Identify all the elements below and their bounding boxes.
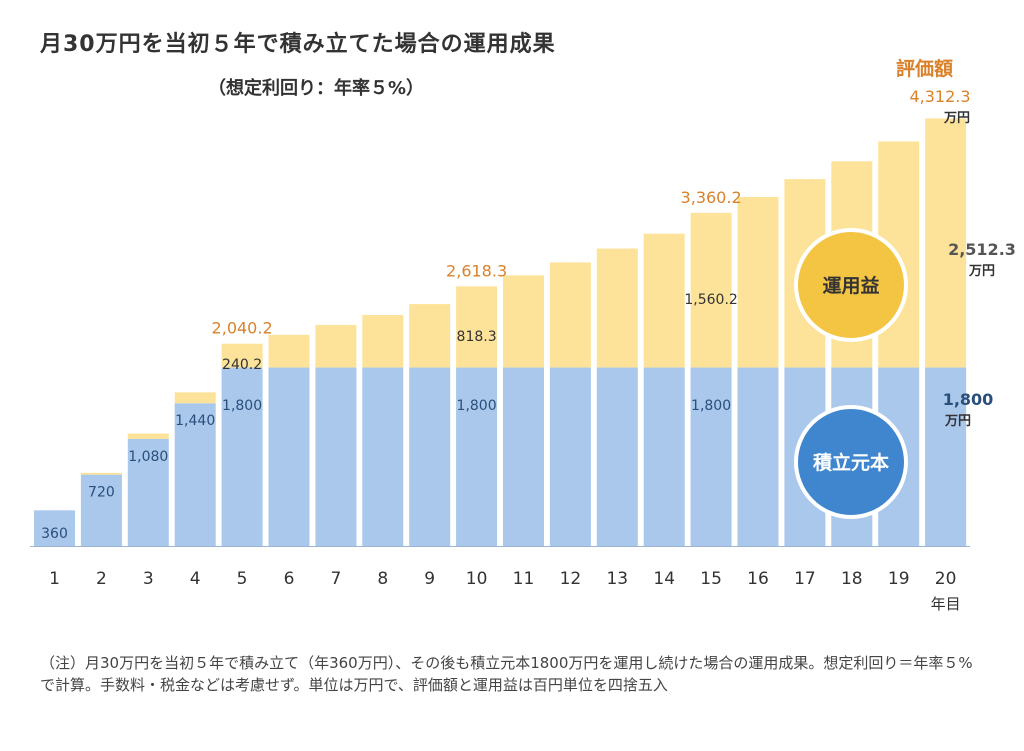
gain-bar: [503, 275, 544, 368]
principal-bar: [549, 367, 591, 546]
principal-bar: [596, 367, 638, 546]
total-value-label: 2,040.2: [212, 319, 273, 338]
x-tick-label: 5: [237, 569, 248, 589]
gain-bar: [737, 196, 779, 368]
x-tick-label: 12: [560, 569, 582, 589]
gain-legend-label: 運用益: [822, 274, 879, 297]
x-tick-label: 10: [466, 569, 488, 589]
total-value-label: 2,618.3: [446, 261, 507, 280]
principal-bar: [925, 367, 967, 546]
x-tick-label: 4: [190, 569, 201, 589]
principal-bar: [737, 367, 779, 546]
principal-bar: [503, 367, 544, 546]
x-tick-label: 7: [330, 569, 341, 589]
x-tick-label: 17: [794, 569, 816, 589]
x-tick-label: 3: [143, 569, 154, 589]
footnote: （注）月30万円を当初５年で積み立て（年360万円）、その後も積立元本1800万…: [40, 654, 973, 694]
gain-bar: [315, 324, 357, 368]
principal-value-label: 720: [88, 485, 115, 501]
chart-title: 月30万円を当初５年で積み立てた場合の運用成果: [40, 32, 556, 57]
gain-bar: [456, 286, 498, 368]
x-tick-label: 11: [513, 569, 535, 589]
final-gain-unit: 万円: [968, 264, 995, 279]
principal-value-label: 1,800: [222, 398, 262, 414]
gain-value-label: 240.2: [222, 357, 262, 373]
gain-bar: [409, 304, 451, 368]
x-tick-label: 13: [606, 569, 628, 589]
principal-value-label: 1,800: [457, 398, 497, 414]
principal-bar: [315, 367, 357, 546]
gain-bar: [80, 472, 122, 475]
x-tick-label: 6: [284, 569, 295, 589]
x-tick-label: 2: [96, 569, 107, 589]
principal-bar: [174, 403, 216, 546]
principal-value-label: 360: [41, 526, 68, 542]
final-total-unit: 万円: [943, 111, 970, 126]
principal-bar: [34, 510, 75, 546]
stacked-bar-chart: 1 2 3 4 5 6 7 8 9 10 11 12 13 14 15 16 17 18 19 20年目3607201…: [30, 87, 1016, 613]
final-principal-unit: 万円: [944, 414, 971, 429]
principal-legend-circle: [794, 405, 908, 519]
gain-bar: [549, 262, 591, 368]
gain-bar: [925, 118, 967, 368]
eval-label: 評価額: [896, 58, 954, 80]
principal-value-label: 1,080: [128, 449, 168, 465]
gain-bar: [127, 433, 169, 439]
x-tick-label: 16: [747, 569, 769, 589]
principal-bar: [80, 474, 122, 546]
final-gain-value: 2,512.3: [948, 240, 1016, 259]
principal-bar: [221, 367, 263, 546]
gain-bar: [221, 343, 263, 368]
x-tick-label: 19: [888, 569, 910, 589]
gain-bar: [268, 334, 310, 368]
principal-bar: [690, 367, 732, 546]
gain-value-label: 1,560.2: [684, 292, 737, 308]
principal-bar: [456, 367, 498, 546]
x-tick-label: 1: [49, 569, 60, 589]
final-principal-value: 1,800: [943, 390, 994, 409]
principal-value-label: 1,440: [175, 413, 215, 429]
gain-bar: [174, 392, 216, 404]
principal-bar: [268, 367, 310, 546]
principal-legend-label: 積立元本: [813, 451, 889, 474]
gain-bar: [596, 248, 638, 368]
x-tick-label: 9: [424, 569, 435, 589]
final-total-value: 4,312.3: [909, 87, 970, 106]
principal-bar: [643, 367, 685, 546]
principal-bar: [409, 367, 451, 546]
gain-bar: [690, 212, 732, 368]
gain-bar: [362, 314, 404, 368]
gain-legend-circle: [794, 228, 908, 342]
x-tick-label: 14: [653, 569, 675, 589]
principal-bar: [127, 438, 169, 546]
principal-value-label: 1,800: [691, 398, 731, 414]
chart-subtitle: （想定利回り：年率５%）: [208, 78, 425, 99]
x-axis-unit: 年目: [931, 595, 961, 613]
x-tick-label: 8: [377, 569, 388, 589]
total-value-label: 3,360.2: [681, 188, 742, 207]
gain-bar: [643, 233, 685, 368]
x-tick-label: 20: [935, 569, 957, 589]
gain-value-label: 818.3: [457, 329, 497, 345]
x-tick-label: 18: [841, 569, 863, 589]
x-tick-label: 15: [700, 569, 722, 589]
principal-bar: [362, 367, 404, 546]
